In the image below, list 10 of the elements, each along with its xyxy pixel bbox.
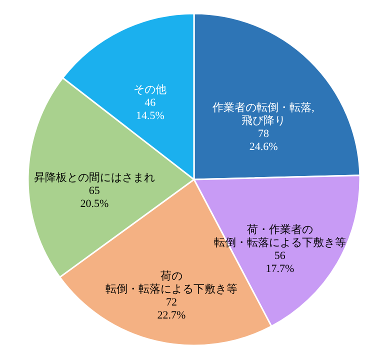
slice-label: 荷・作業者の転倒・転落による下敷き等 (214, 222, 346, 249)
data-label: 46 14.5% (136, 97, 164, 122)
slice-label: 作業者の転倒・転落, 飛び降り (212, 101, 315, 128)
data-label: 78 24.6% (249, 128, 278, 154)
data-label: 72 22.7% (157, 296, 186, 322)
slice-label: 昇降板との間にはさまれ (34, 172, 155, 184)
data-label: 56 17.7% (266, 250, 294, 275)
slice-label: 荷の転倒・転落による下敷き等 (105, 270, 238, 296)
slice-label: その他 (134, 84, 167, 96)
data-label: 65 20.5% (80, 185, 109, 210)
